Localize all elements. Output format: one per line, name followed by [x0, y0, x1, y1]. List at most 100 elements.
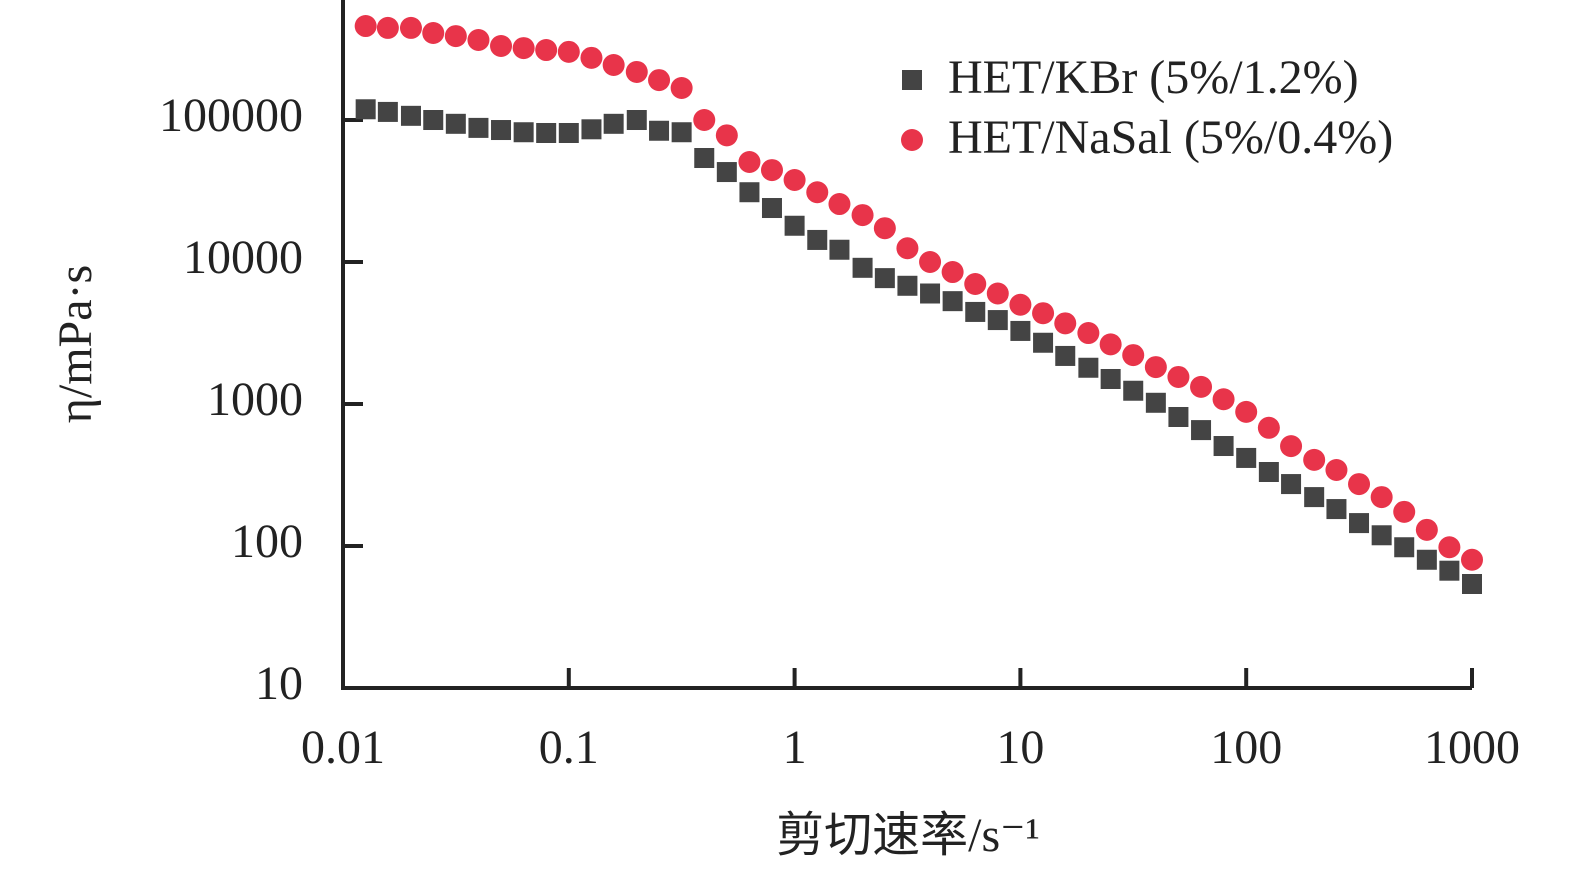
point: [784, 215, 805, 236]
point: [1122, 344, 1145, 367]
point: [1326, 499, 1347, 520]
point: [422, 21, 445, 44]
point: [625, 60, 648, 83]
point: [761, 198, 782, 219]
point: [649, 120, 670, 141]
x-tick-label: 10: [996, 721, 1044, 774]
point: [760, 159, 783, 182]
point: [513, 122, 534, 143]
point: [1349, 513, 1370, 534]
point: [354, 15, 377, 38]
point: [467, 28, 490, 51]
point: [558, 122, 579, 143]
point: [829, 239, 850, 260]
point: [444, 25, 467, 48]
point: [445, 113, 466, 134]
point: [874, 268, 895, 289]
legend-label: HET/KBr (5%/1.2%): [948, 51, 1359, 104]
point: [399, 16, 422, 39]
point: [1304, 487, 1325, 508]
point: [920, 283, 941, 304]
point: [1416, 549, 1437, 570]
x-axis-label: 剪切速率/s⁻¹: [776, 809, 1040, 862]
point: [1123, 380, 1144, 401]
point: [1077, 322, 1100, 345]
point: [536, 122, 557, 143]
point: [1032, 302, 1055, 325]
point: [1236, 447, 1257, 468]
point: [1438, 536, 1461, 559]
point: [512, 37, 535, 60]
point: [376, 16, 399, 39]
y-axis-label: η/mPa·s: [49, 265, 102, 423]
point: [580, 46, 603, 69]
point: [1348, 473, 1371, 496]
point: [1281, 474, 1302, 495]
y-tick-label: 100: [231, 515, 303, 568]
point: [581, 119, 602, 140]
point: [535, 39, 558, 62]
point: [602, 53, 625, 76]
point: [1439, 560, 1460, 581]
point: [986, 282, 1009, 305]
point: [1393, 500, 1416, 523]
point: [1235, 400, 1258, 423]
point: [1257, 416, 1280, 439]
point: [1144, 356, 1167, 379]
y-tick-label: 100000: [159, 89, 303, 142]
point: [1212, 388, 1235, 411]
point: [1394, 537, 1415, 558]
point: [1145, 392, 1166, 413]
point: [1033, 332, 1054, 353]
point: [1167, 365, 1190, 388]
y-tick-label: 10000: [183, 231, 303, 284]
point: [828, 193, 851, 216]
point: [896, 237, 919, 260]
x-tick-label: 1000: [1424, 721, 1520, 774]
point: [468, 117, 489, 138]
legend-label: HET/NaSal (5%/0.4%): [948, 111, 1393, 164]
point: [1462, 574, 1482, 595]
point: [739, 182, 760, 203]
point: [423, 110, 444, 131]
point: [941, 261, 964, 284]
point: [852, 257, 873, 278]
point: [694, 148, 715, 169]
point: [1461, 548, 1483, 571]
point: [1010, 320, 1031, 341]
x-tick-label: 0.01: [301, 721, 385, 774]
point: [1054, 312, 1077, 335]
point: [1191, 420, 1212, 441]
point: [806, 181, 829, 204]
point: [490, 35, 513, 58]
point: [873, 217, 896, 240]
point: [670, 77, 693, 100]
legend-marker: [902, 70, 922, 90]
point: [807, 229, 828, 250]
point: [1055, 345, 1076, 366]
point: [377, 101, 398, 122]
point: [897, 275, 918, 296]
point: [648, 69, 671, 92]
point: [1099, 333, 1122, 356]
point: [1280, 435, 1303, 458]
point: [491, 120, 512, 141]
point: [1009, 293, 1032, 316]
x-tick-label: 1: [783, 721, 807, 774]
y-tick-label: 10: [255, 657, 303, 710]
point: [716, 162, 737, 183]
point: [1168, 406, 1189, 427]
point: [557, 40, 580, 63]
point: [851, 204, 874, 227]
point: [671, 122, 692, 143]
point: [942, 291, 963, 312]
point: [964, 272, 987, 295]
point: [400, 105, 421, 126]
x-tick-label: 100: [1210, 721, 1282, 774]
point: [1370, 486, 1393, 509]
point: [965, 301, 986, 322]
point: [355, 99, 376, 120]
point: [783, 168, 806, 191]
x-tick-label: 0.1: [539, 721, 599, 774]
point: [1371, 525, 1392, 546]
